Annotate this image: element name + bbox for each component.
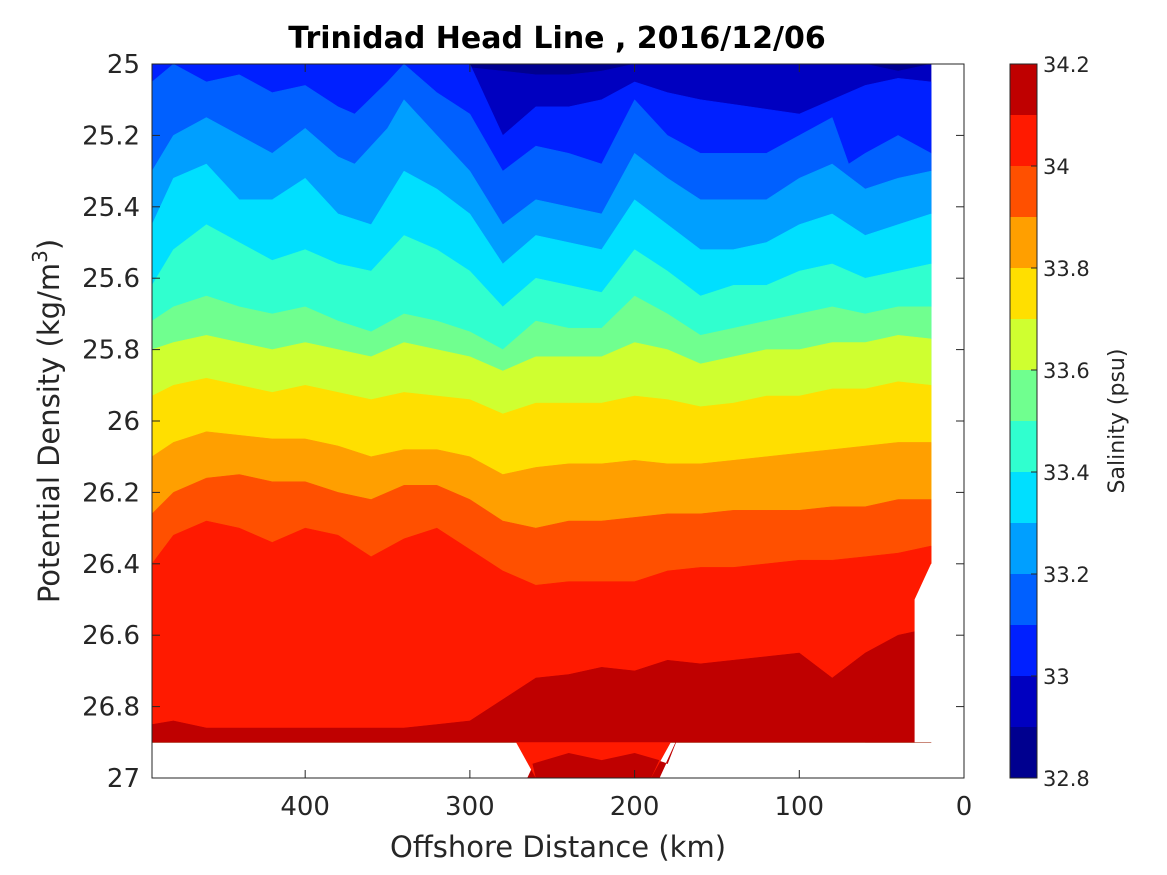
y-axis-label-close: ): [32, 239, 66, 250]
y-tick-label: 25.6: [82, 264, 140, 294]
y-axis-label-main: Potential Density (kg/m: [32, 263, 66, 603]
x-axis: 400 300 200 100 0: [280, 64, 972, 822]
y-axis-label-superscript: 3: [28, 250, 52, 263]
colorbar-tick-label: 33.2: [1043, 563, 1090, 587]
colorbar: 32.8 33 33.2 33.4 33.6 33.8 34 34.2: [1009, 53, 1090, 791]
colorbar-tick-label: 33.4: [1043, 461, 1090, 485]
colorbar-tick-label: 34.2: [1043, 53, 1090, 77]
colorbar-swatch: [1010, 64, 1037, 115]
colorbar-swatch: [1010, 268, 1037, 319]
y-axis: 25 25.2 25.4 25.6 25.8 26 26.2 26.4 26.6 26.8 27: [82, 50, 964, 794]
contour-band-trench-deep: [532, 753, 660, 778]
x-tick-label: 300: [445, 792, 495, 822]
y-tick-label: 25.2: [82, 121, 140, 151]
contour-band-34.1: [152, 627, 932, 743]
y-tick-label: 25.8: [82, 336, 140, 366]
colorbar-tick-label: 33.8: [1043, 257, 1090, 281]
y-tick-label: 25: [107, 50, 140, 80]
colorbar-tick-label: 34: [1043, 155, 1070, 179]
colorbar-swatch: [1010, 625, 1037, 676]
y-axis-label: Potential Density (kg/m3): [28, 239, 66, 603]
y-tick-label: 26.2: [82, 478, 140, 508]
colorbar-swatch: [1010, 115, 1037, 166]
colorbar-label: Salinity (psu): [1105, 349, 1130, 494]
y-tick-label: 26: [107, 407, 140, 437]
colorbar-swatch: [1010, 574, 1037, 625]
colorbar-swatch: [1010, 727, 1037, 778]
colorbar-swatch: [1010, 217, 1037, 268]
plot-area: [151, 63, 965, 779]
y-tick-label: 26.8: [82, 693, 140, 723]
colorbar-tick-label: 33: [1043, 665, 1070, 689]
colorbar-frame: [1009, 63, 1038, 779]
x-tick-label: 400: [280, 792, 330, 822]
colorbar-swatch: [1010, 370, 1037, 421]
chart-title: Trinidad Head Line , 2016/12/06: [288, 21, 825, 56]
y-tick-label: 25.4: [82, 193, 140, 223]
colorbar-swatch: [1010, 319, 1037, 370]
colorbar-swatch: [1010, 472, 1037, 523]
y-tick-label: 27: [107, 764, 140, 794]
x-tick-label: 0: [956, 792, 973, 822]
x-tick-label: 200: [610, 792, 660, 822]
y-tick-label: 26.4: [82, 550, 140, 580]
colorbar-tick-label: 33.6: [1043, 359, 1090, 383]
x-tick-label: 100: [774, 792, 824, 822]
colorbar-tick-label: 32.8: [1043, 767, 1090, 791]
no-data-nearshore: [914, 563, 964, 743]
colorbar-swatch: [1010, 166, 1037, 217]
y-tick-label: 26.6: [82, 621, 140, 651]
x-axis-label: Offshore Distance (km): [390, 830, 726, 864]
contour-bands: [152, 64, 964, 778]
colorbar-swatch: [1010, 676, 1037, 727]
colorbar-swatch: [1010, 421, 1037, 472]
colorbar-swatch: [1010, 523, 1037, 574]
